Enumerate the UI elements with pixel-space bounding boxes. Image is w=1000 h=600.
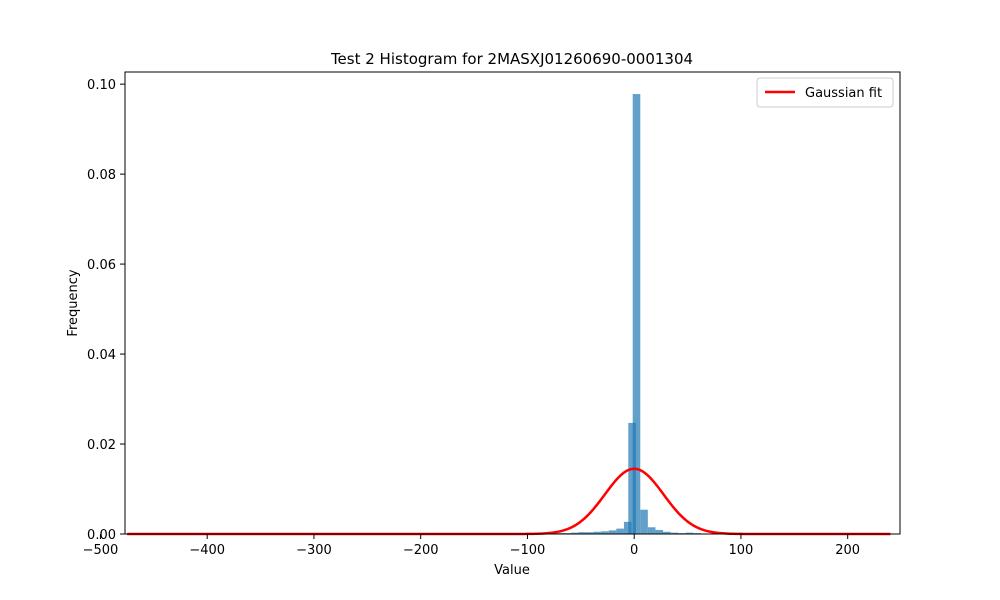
x-tick-label: 200 — [835, 543, 860, 558]
histogram-bar — [647, 527, 656, 534]
y-tick-label: 0.02 — [87, 438, 116, 453]
gaussian-fit-line — [127, 467, 891, 536]
histogram-bar — [655, 529, 664, 534]
x-tick-label: 100 — [729, 543, 754, 558]
y-axis-ticks: 0.00 0.02 0.04 0.06 0.08 0.10 — [87, 78, 125, 543]
x-tick-label: −500 — [83, 543, 119, 558]
histogram-bar — [685, 532, 694, 534]
histogram-bar — [601, 531, 609, 534]
legend-box — [756, 77, 894, 108]
histogram-bar — [616, 528, 624, 534]
x-tick-label: −400 — [189, 543, 225, 558]
legend: Gaussian fit — [756, 77, 894, 108]
histogram-bar — [670, 532, 679, 534]
histogram-bar — [593, 531, 602, 534]
plot-frame — [124, 71, 901, 535]
histogram-bar — [623, 521, 632, 534]
y-tick-label: 0.04 — [87, 348, 116, 363]
legend-label-gaussian-fit: Gaussian fit — [805, 86, 882, 101]
y-tick-label: 0.00 — [87, 528, 116, 543]
histogram-bar — [570, 532, 579, 534]
histogram-bar — [628, 422, 636, 534]
histogram-bar — [578, 532, 587, 534]
x-axis-label: Value — [494, 563, 530, 578]
histogram-bar — [632, 94, 641, 534]
x-tick-label: −100 — [510, 543, 546, 558]
y-tick-label: 0.06 — [87, 258, 116, 273]
histogram-bars — [555, 94, 701, 534]
histogram-bar — [640, 509, 648, 534]
histogram-bar — [586, 532, 594, 534]
y-tick-label: 0.10 — [87, 78, 116, 93]
histogram-bar — [608, 530, 617, 534]
x-tick-label: −300 — [296, 543, 332, 558]
y-axis-label: Frequency — [66, 269, 81, 336]
chart-title: Test 2 Histogram for 2MASXJ01260690-0001… — [330, 50, 693, 68]
x-tick-label: −200 — [403, 543, 439, 558]
gaussian-fit-series — [127, 467, 891, 536]
histogram-bar — [663, 531, 671, 534]
x-tick-label: 0 — [630, 543, 638, 558]
x-axis-ticks: −500 −400 −300 −200 −100 0 100 200 — [83, 534, 860, 558]
y-tick-label: 0.08 — [87, 168, 116, 183]
